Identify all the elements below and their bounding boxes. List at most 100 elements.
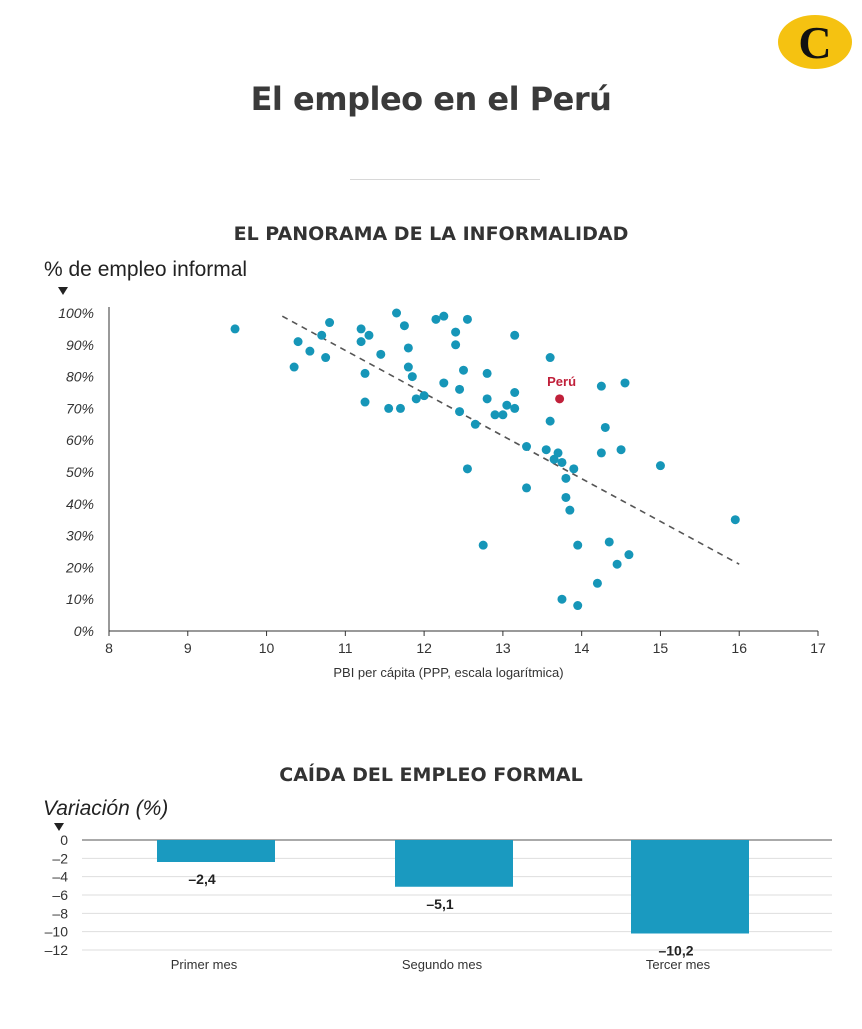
scatter-x-tick-label: 9	[184, 640, 192, 656]
scatter-x-tick-label: 14	[574, 640, 590, 656]
scatter-point	[356, 324, 366, 334]
bar-value-label: –5,1	[426, 896, 453, 912]
scatter-point	[541, 445, 551, 455]
bar-y-axis-arrow-icon	[54, 823, 64, 831]
scatter-point	[356, 337, 366, 347]
scatter-point	[289, 362, 299, 372]
scatter-point	[596, 381, 606, 391]
bar-category-label: Primer mes	[171, 957, 238, 972]
scatter-y-tick-label: 40%	[66, 496, 94, 512]
page-title: El empleo en el Perú	[250, 80, 612, 118]
scatter-x-tick-label: 8	[105, 640, 113, 656]
scatter-y-axis-arrow-icon	[58, 287, 68, 295]
scatter-point	[403, 362, 413, 372]
bar-y-tick-label: –10	[45, 924, 69, 940]
bar	[157, 840, 275, 862]
scatter-point	[573, 601, 583, 611]
scatter-point	[451, 340, 461, 350]
brand-logo-letter: C	[798, 17, 832, 68]
scatter-point	[545, 416, 555, 426]
scatter-point	[411, 394, 421, 404]
scatter-point	[439, 311, 449, 321]
scatter-point	[419, 391, 429, 401]
scatter-point	[364, 330, 374, 340]
title-divider	[350, 179, 540, 180]
scatter-x-tick-label: 11	[338, 640, 353, 656]
scatter-point	[557, 594, 567, 604]
scatter-point	[655, 461, 665, 471]
bar-y-tick-label: –8	[52, 905, 68, 921]
scatter-point	[470, 419, 480, 429]
scatter-point	[557, 457, 567, 467]
scatter-point	[561, 473, 571, 483]
scatter-point	[403, 343, 413, 353]
scatter-x-tick-label: 12	[416, 640, 432, 656]
bar	[631, 840, 749, 934]
bar-category-label: Tercer mes	[646, 957, 711, 972]
scatter-point	[439, 378, 449, 388]
scatter-point	[376, 349, 386, 359]
scatter-point	[462, 314, 472, 324]
scatter-y-tick-label: 70%	[66, 400, 94, 416]
scatter-point	[604, 537, 614, 547]
scatter-point	[573, 540, 583, 550]
scatter-point	[317, 330, 327, 340]
scatter-y-tick-label: 90%	[66, 337, 94, 353]
scatter-x-tick-label: 10	[259, 640, 275, 656]
scatter-point	[522, 442, 532, 452]
scatter-point	[395, 403, 405, 413]
scatter-point	[293, 337, 303, 347]
scatter-x-tick-label: 13	[495, 640, 511, 656]
scatter-point	[620, 378, 630, 388]
trend-line	[281, 315, 740, 565]
scatter-point	[459, 365, 468, 375]
scatter-point	[455, 384, 465, 394]
scatter-y-axis-title: % de empleo informal	[44, 258, 248, 281]
scatter-y-tick-label: 50%	[66, 464, 94, 480]
scatter-point	[510, 330, 520, 340]
scatter-point	[321, 353, 331, 363]
scatter-y-tick-label: 10%	[66, 591, 94, 607]
scatter-point	[478, 540, 488, 550]
scatter-y-tick-label: 60%	[66, 432, 94, 448]
scatter-point	[596, 448, 606, 458]
scatter-point	[624, 550, 634, 560]
scatter-point	[462, 464, 472, 474]
scatter-point	[510, 403, 520, 413]
bar	[395, 840, 513, 887]
bar-value-label: –10,2	[658, 943, 693, 959]
scatter-point	[510, 388, 520, 397]
scatter-y-tick-label: 80%	[66, 369, 94, 385]
scatter-point	[360, 397, 370, 407]
bar-value-label: –2,4	[188, 871, 215, 887]
scatter-point	[498, 410, 508, 420]
bar-category-label: Segundo mes	[402, 957, 483, 972]
bar-y-axis-title: Variación (%)	[43, 797, 169, 820]
bar-y-tick-label: –4	[52, 869, 68, 885]
scatter-point	[431, 314, 441, 324]
scatter-point	[490, 410, 500, 420]
bar-y-tick-label: 0	[60, 832, 68, 848]
bar-y-tick-label: –12	[45, 942, 69, 958]
scatter-point	[730, 515, 740, 525]
scatter-point	[502, 400, 512, 410]
scatter-point	[616, 445, 626, 455]
scatter-point	[561, 492, 571, 502]
bar-y-tick-label: –2	[52, 850, 68, 866]
scatter-y-tick-label: 30%	[66, 528, 94, 544]
scatter-point	[384, 403, 394, 413]
scatter-point	[569, 464, 579, 474]
brand-logo: C	[778, 15, 852, 69]
scatter-chart-title: EL PANORAMA DE LA INFORMALIDAD	[233, 223, 629, 245]
scatter-point	[360, 368, 370, 378]
scatter-x-tick-label: 17	[810, 640, 826, 656]
scatter-x-axis-title: PBI per cápita (PPP, escala logarítmica)	[333, 665, 563, 680]
scatter-x-tick-label: 16	[731, 640, 747, 656]
scatter-y-tick-label: 100%	[58, 305, 94, 321]
bar-chart-title: CAÍDA DEL EMPLEO FORMAL	[279, 764, 583, 786]
peru-point	[555, 394, 565, 404]
bar-y-tick-label: –6	[52, 887, 68, 903]
scatter-point	[592, 578, 602, 588]
scatter-point	[545, 353, 555, 363]
